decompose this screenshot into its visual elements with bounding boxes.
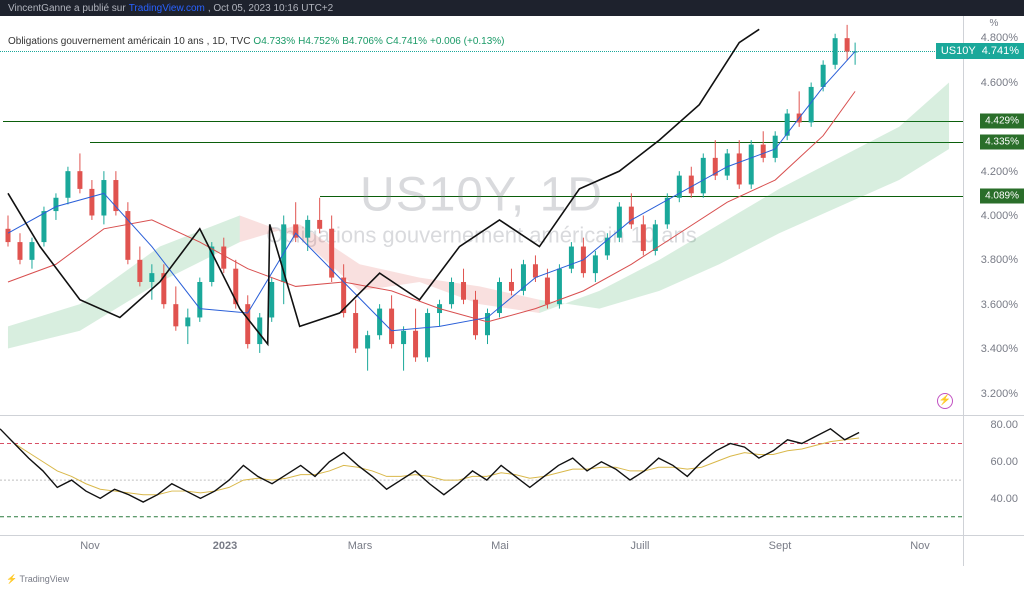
- price-tick: 3.400%: [981, 343, 1018, 355]
- publish-timestamp: , Oct 05, 2023 10:16 UTC+2: [208, 3, 333, 14]
- tradingview-logo[interactable]: ⚡ TradingView: [6, 574, 69, 585]
- time-axis[interactable]: Nov 2023 Mars Mai Juill Sept Nov: [0, 536, 964, 566]
- time-tick: Mai: [491, 540, 509, 552]
- site-link[interactable]: TradingView.com: [129, 3, 205, 14]
- ohlc-low: B4.706%: [342, 36, 383, 47]
- time-tick: Juill: [631, 540, 650, 552]
- publisher-bar: VincentGanne a publié sur TradingView.co…: [0, 0, 1024, 16]
- price-tick: 4.200%: [981, 166, 1018, 178]
- rsi-pane[interactable]: [0, 416, 964, 536]
- time-tick: 2023: [213, 540, 237, 552]
- price-axis[interactable]: 3.200% 3.400% 3.600% 3.800% 4.000% 4.200% 4.60…: [964, 16, 1024, 416]
- main-price-pane[interactable]: US10Y, 1D Obligations gouvernement améri…: [0, 16, 964, 416]
- publisher-text: VincentGanne a publié sur: [8, 3, 126, 14]
- price-tick: 3.200%: [981, 388, 1018, 400]
- symbol-info-bar: Obligations gouvernement américain 10 an…: [8, 36, 505, 47]
- level-badge: 4.089%: [980, 189, 1024, 204]
- symbol-name: Obligations gouvernement américain 10 an…: [8, 36, 204, 47]
- chart-area: Obligations gouvernement américain 10 an…: [0, 16, 1024, 589]
- rsi-tick: 80.00: [990, 419, 1018, 431]
- time-tick: Nov: [80, 540, 100, 552]
- rsi-axis[interactable]: 40.00 60.00 80.00: [964, 416, 1024, 536]
- time-tick: Nov: [910, 540, 930, 552]
- lightning-icon[interactable]: ⚡: [937, 393, 953, 409]
- price-plot: [0, 16, 963, 415]
- ohlc-close: C4.741%: [386, 36, 427, 47]
- price-tick: 4.600%: [981, 77, 1018, 89]
- level-badge: 4.335%: [980, 134, 1024, 149]
- rsi-tick: 60.00: [990, 456, 1018, 468]
- rsi-tick: 40.00: [990, 493, 1018, 505]
- rsi-plot: [0, 416, 963, 535]
- ohlc-high: H4.752%: [298, 36, 339, 47]
- price-tick: 3.600%: [981, 299, 1018, 311]
- time-tick: Sept: [769, 540, 792, 552]
- time-tick: Mars: [348, 540, 372, 552]
- price-tick: 3.800%: [981, 254, 1018, 266]
- ohlc-change: +0.006 (+0.13%): [430, 36, 505, 47]
- price-tick: 4.000%: [981, 210, 1018, 222]
- ohlc-open: O4.733%: [253, 36, 295, 47]
- level-badge: 4.429%: [980, 113, 1024, 128]
